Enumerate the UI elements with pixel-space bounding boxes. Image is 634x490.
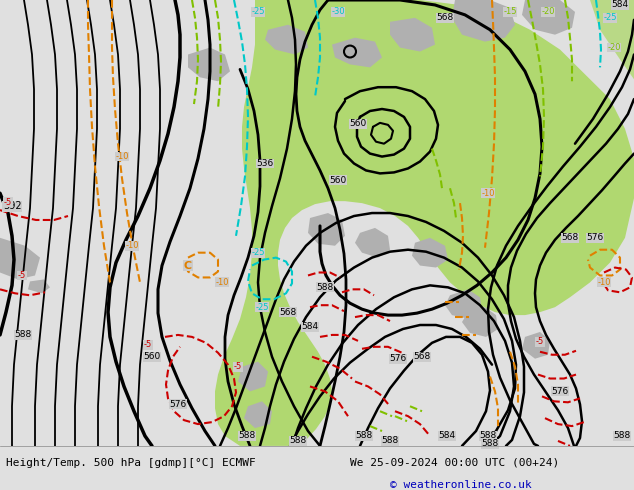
Text: -10: -10 bbox=[126, 241, 139, 250]
Text: -10: -10 bbox=[597, 278, 611, 287]
Polygon shape bbox=[355, 228, 390, 258]
Polygon shape bbox=[522, 332, 550, 359]
Text: 588: 588 bbox=[356, 432, 373, 441]
Text: 588: 588 bbox=[289, 437, 307, 445]
Polygon shape bbox=[308, 213, 345, 246]
Text: -25: -25 bbox=[603, 13, 617, 23]
Text: 588: 588 bbox=[316, 283, 333, 292]
Text: 568: 568 bbox=[436, 13, 453, 23]
Text: 588: 588 bbox=[479, 432, 496, 441]
Polygon shape bbox=[522, 0, 575, 35]
Text: © weatheronline.co.uk: © weatheronline.co.uk bbox=[390, 480, 532, 490]
Text: -10: -10 bbox=[481, 189, 495, 198]
Text: -10: -10 bbox=[216, 278, 229, 287]
Text: -5: -5 bbox=[144, 341, 152, 349]
Text: 576: 576 bbox=[586, 233, 604, 243]
Polygon shape bbox=[28, 279, 50, 294]
Text: -25: -25 bbox=[251, 248, 265, 257]
Text: -20: -20 bbox=[541, 7, 555, 16]
Text: 576: 576 bbox=[169, 400, 186, 409]
Text: 576: 576 bbox=[552, 387, 569, 396]
Polygon shape bbox=[445, 289, 482, 319]
Text: -10: -10 bbox=[115, 152, 129, 161]
Text: 584: 584 bbox=[301, 322, 318, 332]
Polygon shape bbox=[215, 0, 634, 446]
Text: 588: 588 bbox=[238, 432, 256, 441]
Text: -30: -30 bbox=[331, 7, 345, 16]
Polygon shape bbox=[0, 238, 40, 279]
Text: 568: 568 bbox=[280, 308, 297, 317]
Polygon shape bbox=[390, 18, 435, 51]
Polygon shape bbox=[590, 0, 634, 79]
Text: We 25-09-2024 00:00 UTC (00+24): We 25-09-2024 00:00 UTC (00+24) bbox=[350, 458, 559, 468]
Text: 584: 584 bbox=[439, 432, 456, 441]
Text: -20: -20 bbox=[607, 43, 621, 52]
Polygon shape bbox=[188, 48, 230, 81]
Text: -5: -5 bbox=[18, 271, 26, 280]
Text: Height/Temp. 500 hPa [gdmp][°C] ECMWF: Height/Temp. 500 hPa [gdmp][°C] ECMWF bbox=[6, 458, 256, 468]
Text: 560: 560 bbox=[349, 120, 366, 128]
Polygon shape bbox=[412, 238, 448, 268]
Text: 560: 560 bbox=[330, 176, 347, 185]
Text: 560: 560 bbox=[143, 352, 160, 361]
Text: 588: 588 bbox=[382, 437, 399, 445]
Text: 576: 576 bbox=[389, 354, 406, 363]
Polygon shape bbox=[244, 401, 272, 428]
Polygon shape bbox=[265, 25, 308, 54]
Text: 588: 588 bbox=[481, 440, 498, 448]
Text: 592: 592 bbox=[3, 201, 22, 211]
Text: 588: 588 bbox=[613, 432, 631, 441]
Text: -5: -5 bbox=[4, 197, 12, 207]
Polygon shape bbox=[332, 38, 382, 68]
Text: -5: -5 bbox=[234, 362, 242, 371]
Text: -25: -25 bbox=[256, 303, 269, 312]
Polygon shape bbox=[238, 362, 268, 392]
Text: 588: 588 bbox=[15, 330, 32, 340]
Text: C: C bbox=[184, 261, 192, 270]
Text: 568: 568 bbox=[413, 352, 430, 361]
Text: 536: 536 bbox=[256, 159, 274, 168]
Text: 568: 568 bbox=[561, 233, 579, 243]
Polygon shape bbox=[452, 0, 515, 42]
Polygon shape bbox=[462, 307, 498, 337]
Text: -25: -25 bbox=[251, 7, 265, 16]
Text: -5: -5 bbox=[536, 337, 544, 346]
Text: 584: 584 bbox=[611, 0, 628, 9]
Text: -15: -15 bbox=[503, 7, 517, 16]
Polygon shape bbox=[255, 0, 360, 54]
